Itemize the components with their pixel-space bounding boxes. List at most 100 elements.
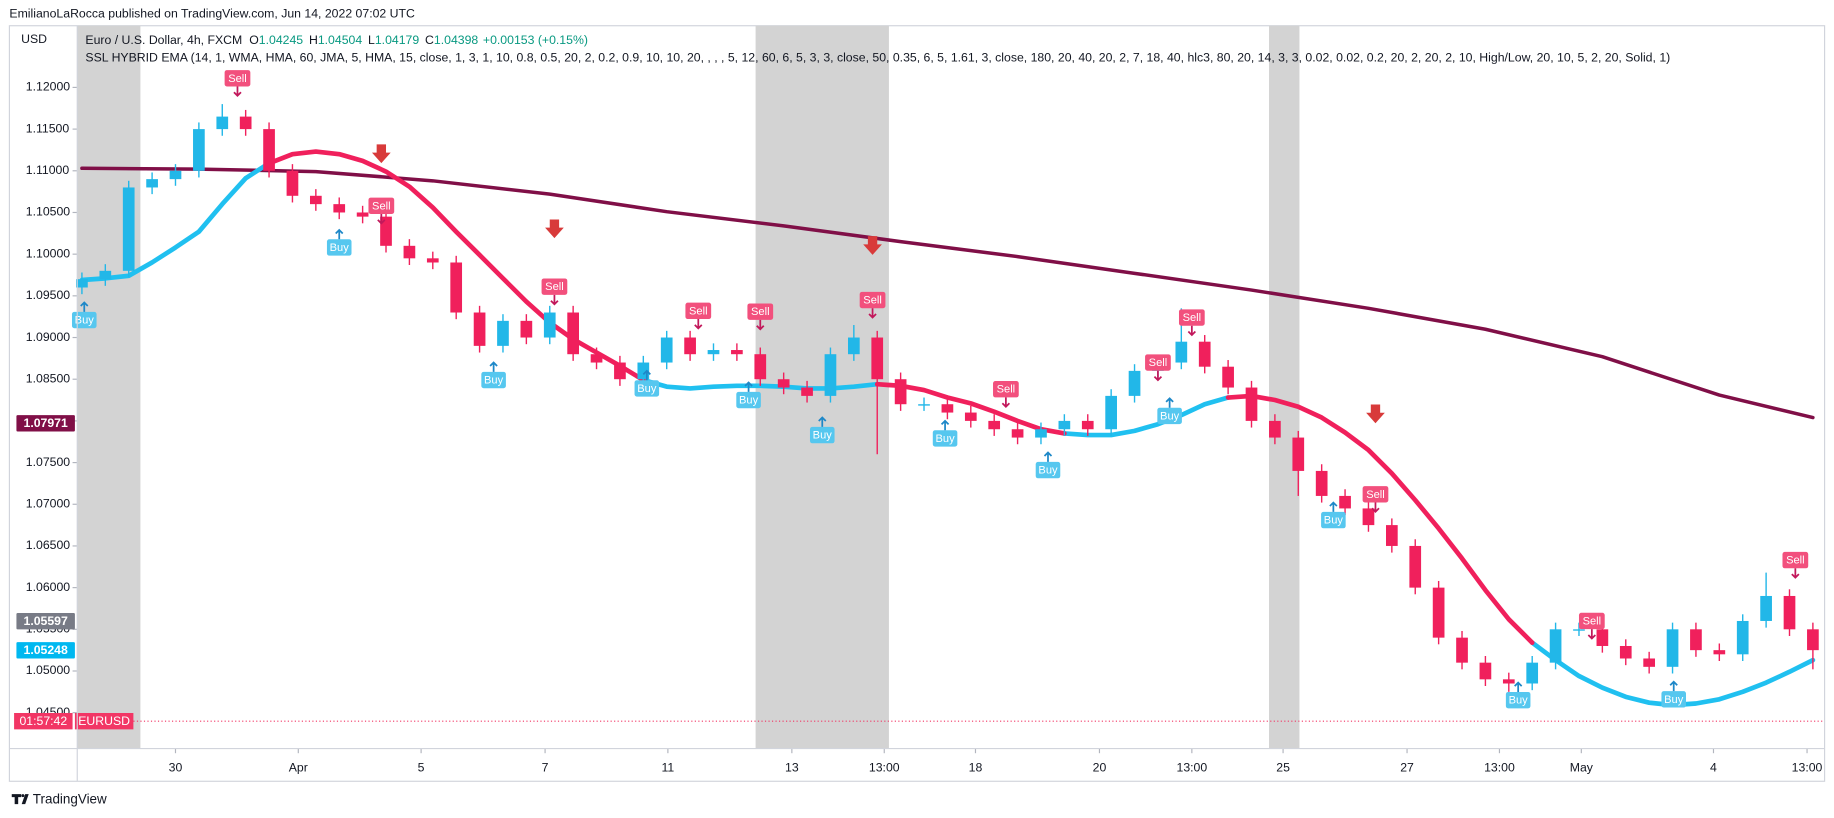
- quote-key: H: [309, 33, 318, 47]
- indicator-legend: SSL HYBRID EMA (14, 1, WMA, HMA, 60, JMA…: [85, 51, 1670, 65]
- price-badge: [16, 415, 75, 432]
- candle-body: [1362, 508, 1375, 526]
- signal-arrow: [863, 236, 882, 255]
- signal-pointer: [1371, 502, 1380, 514]
- buy-signal: Buy: [481, 361, 506, 389]
- candle-body: [590, 354, 603, 363]
- signal-label: Sell: [689, 305, 708, 317]
- candle-body: [847, 337, 860, 355]
- signal-label: Buy: [739, 395, 759, 407]
- candle-body: [1175, 341, 1188, 363]
- signal-pointer: [1587, 629, 1596, 640]
- sell-signal: Sell: [993, 381, 1019, 408]
- price-badge: [16, 613, 75, 630]
- candle-body: [941, 404, 954, 413]
- candle-body: [567, 312, 579, 355]
- candle-body: [146, 179, 158, 188]
- candle-body: [216, 116, 229, 130]
- candle-body: [450, 262, 463, 313]
- x-tick-label: 4: [1710, 761, 1717, 775]
- candle-body: [1807, 629, 1819, 651]
- signal-pointer: [1153, 370, 1163, 382]
- signal-label: Buy: [1509, 695, 1529, 707]
- y-tick-label: 1.08500: [26, 371, 71, 385]
- signal-pointer: [377, 213, 386, 225]
- candle-body: [1666, 629, 1679, 667]
- y-tick-label: 1.10500: [26, 205, 71, 219]
- candle-body: [1128, 370, 1141, 396]
- candle-body: [1596, 629, 1609, 646]
- signal-label: Buy: [1664, 694, 1684, 706]
- buy-signal: Buy: [1661, 680, 1686, 708]
- candle-body: [918, 404, 930, 406]
- candle-body: [1502, 679, 1515, 684]
- currency: USD: [21, 32, 47, 46]
- x-tick-label: 25: [1276, 761, 1290, 775]
- x-tick-label: 13: [785, 761, 799, 775]
- buy-signal: Buy: [932, 419, 958, 447]
- candle-body: [824, 354, 837, 396]
- countdown-badge: [14, 712, 73, 730]
- buy-signal: Buy: [1157, 397, 1182, 425]
- signal-pointer: [1514, 681, 1523, 692]
- candle-body: [1549, 629, 1562, 663]
- candle-body: [871, 337, 884, 380]
- signal-pointer: [868, 308, 877, 319]
- x-tick-label: 7: [542, 761, 549, 775]
- candle-body: [1713, 650, 1726, 655]
- y-tick-label: 1.07000: [26, 497, 71, 511]
- signal-label: Buy: [1324, 515, 1344, 527]
- candle-body: [707, 350, 720, 355]
- signal-label: Buy: [1160, 410, 1180, 422]
- symbol: EURUSD: [78, 714, 130, 728]
- countdown: 01:57:42: [19, 714, 67, 728]
- signal-box: [541, 278, 568, 295]
- attribution: EmilianoLaRocca published on TradingView…: [9, 6, 415, 20]
- y-tick-label: 1.06500: [26, 538, 71, 552]
- candle-body: [1339, 495, 1351, 509]
- candle-body: [1081, 420, 1094, 430]
- candle-body: [1690, 629, 1702, 651]
- signal-pointer: [694, 319, 703, 330]
- x-tick-label: 5: [418, 761, 425, 775]
- x-tick-label: 13:00: [869, 761, 900, 775]
- quote-value: 1.04179: [375, 33, 420, 47]
- x-tick-label: 11: [662, 761, 675, 775]
- session-shade: [1269, 25, 1300, 749]
- candle-body: [1245, 387, 1258, 421]
- candle-body: [1783, 595, 1796, 630]
- candle-body: [1058, 420, 1071, 430]
- candle-body: [356, 212, 369, 217]
- signal-pointer: [1329, 501, 1338, 512]
- candle-body: [1573, 629, 1585, 631]
- footer-brand: TradingView: [33, 792, 107, 807]
- candle-body: [380, 216, 392, 246]
- candle-body: [309, 195, 322, 205]
- candle-body: [169, 170, 182, 180]
- signal-label: Buy: [637, 383, 657, 395]
- candle-body: [263, 129, 275, 171]
- signal-pointer: [1791, 568, 1800, 579]
- y-tick-label: 1.09500: [26, 288, 71, 302]
- y-tick-label: 1.11000: [26, 163, 70, 177]
- signal-box: [993, 381, 1019, 398]
- candle-body: [520, 320, 533, 338]
- candle-body: [660, 337, 673, 363]
- signal-arrow: [371, 144, 391, 164]
- symbol-legend: Euro / U.S. Dollar, 4h, FXCM O1.04245 H1.0…: [85, 33, 588, 47]
- signal-box: [1661, 691, 1686, 708]
- candle-body: [964, 412, 977, 421]
- signal-pointer: [1165, 397, 1174, 408]
- x-tick-label: 27: [1400, 761, 1414, 775]
- sell-signal: Sell: [747, 303, 774, 331]
- candle-body: [614, 362, 626, 380]
- quote-value: 1.04245: [259, 33, 304, 47]
- signal-label: Sell: [1183, 312, 1202, 324]
- signal-pointer: [489, 361, 498, 372]
- sell-signal: Sell: [224, 70, 251, 98]
- signal-box: [1782, 551, 1809, 569]
- y-tick-label: 1.06000: [26, 580, 71, 594]
- candle-body: [76, 279, 88, 288]
